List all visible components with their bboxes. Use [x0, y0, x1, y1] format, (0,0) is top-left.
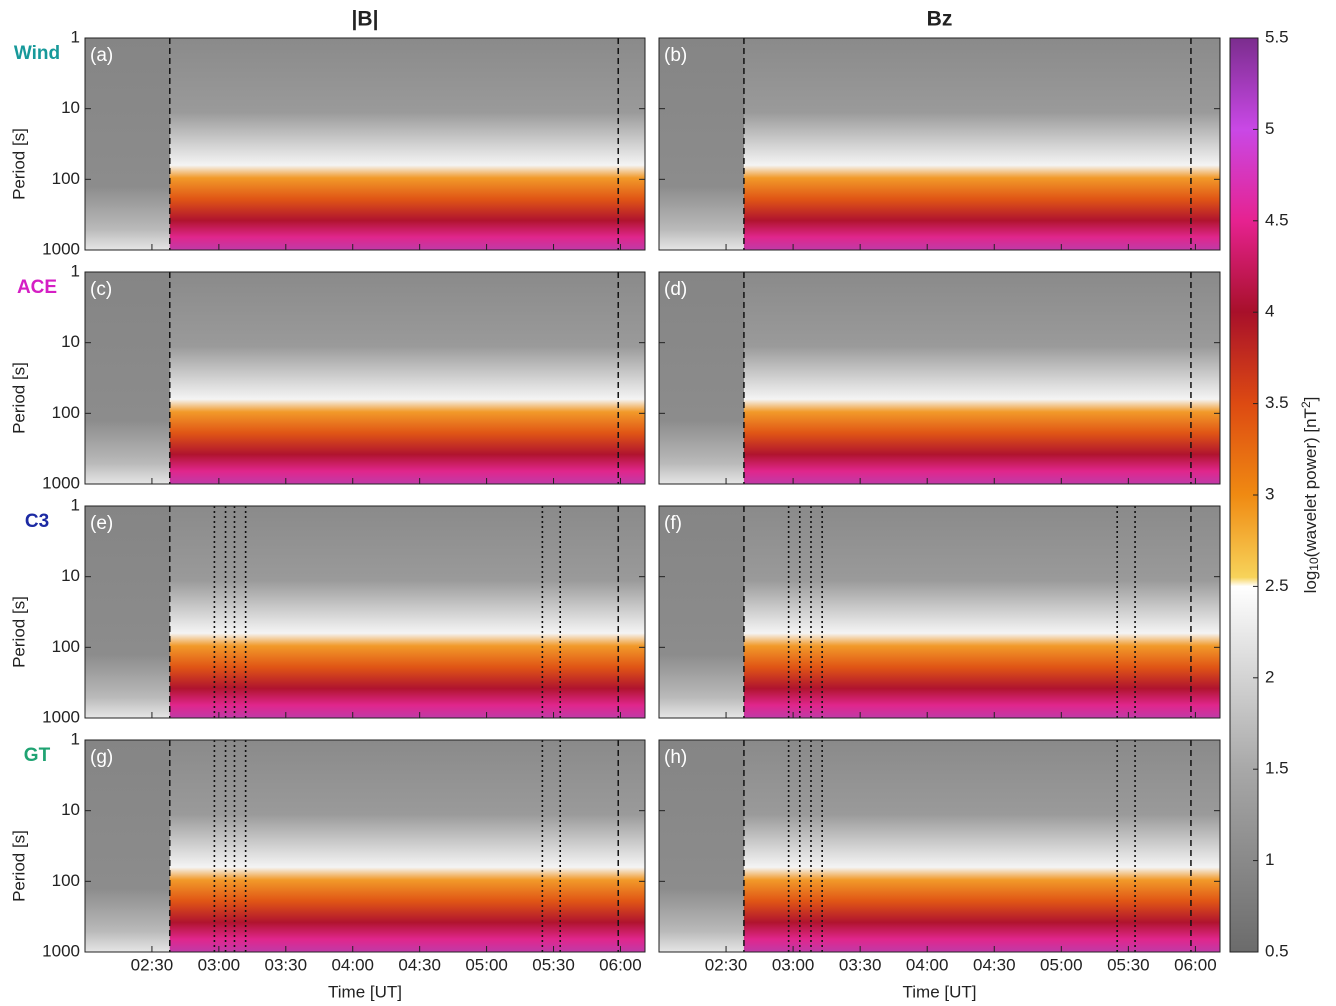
colorbar-tick-label: 3 — [1265, 484, 1274, 503]
y-axis-label: Period [s] — [9, 596, 28, 668]
colorbar-tick-label: 5 — [1265, 119, 1274, 138]
spectrogram — [85, 272, 645, 484]
colorbar-label-part: (wavelet power) [nT — [1301, 408, 1320, 557]
panel-label: (g) — [90, 747, 113, 768]
colorbar-tick-label: 1.5 — [1265, 759, 1289, 778]
x-tick-label: 03:00 — [198, 955, 241, 974]
colorbar-tick-label: 3.5 — [1265, 393, 1289, 412]
panel-frame — [658, 271, 1221, 485]
x-axis-label: Time [UT] — [903, 982, 977, 1001]
x-tick-label: 03:30 — [839, 955, 882, 974]
quiet-interval — [659, 272, 744, 484]
x-tick-label: 02:30 — [705, 955, 748, 974]
x-tick-label: 05:30 — [532, 955, 575, 974]
colorbar-tick-label: 5.5 — [1265, 27, 1289, 46]
x-tick-label: 04:00 — [331, 955, 374, 974]
x-tick-label: 05:00 — [1040, 955, 1083, 974]
x-tick-label: 04:00 — [906, 955, 949, 974]
panel-label: (h) — [664, 747, 687, 768]
panel-frame — [84, 271, 646, 485]
colorbar-tick-label: 2 — [1265, 667, 1274, 686]
y-tick-label: 100 — [52, 403, 80, 422]
y-tick-label: 100 — [52, 871, 80, 890]
y-tick-label: 10 — [61, 332, 80, 351]
row-label: Wind — [14, 43, 60, 64]
y-tick-label: 1000 — [42, 239, 80, 258]
colorbar-tick-label: 4 — [1265, 302, 1274, 321]
y-tick-label: 1 — [71, 729, 80, 748]
panel-frame — [84, 505, 646, 719]
colorbar-label-part: ] — [1301, 397, 1320, 402]
panel-label: (a) — [90, 45, 113, 66]
spectrogram — [659, 38, 1220, 250]
x-tick-label: 03:00 — [772, 955, 815, 974]
panel-label: (c) — [90, 279, 112, 300]
x-tick-label: 02:30 — [131, 955, 174, 974]
y-tick-label: 1 — [71, 495, 80, 514]
panel-frame — [84, 739, 646, 953]
colorbar-label: log10(wavelet power) [nT2] — [1299, 397, 1321, 594]
quiet-interval — [659, 740, 744, 952]
x-tick-label: 04:30 — [973, 955, 1016, 974]
y-tick-label: 10 — [61, 98, 80, 117]
row-label: C3 — [25, 511, 49, 532]
spectrogram — [85, 506, 645, 718]
panel-label: (e) — [90, 513, 113, 534]
x-axis-label: Time [UT] — [328, 982, 402, 1001]
y-tick-label: 100 — [52, 637, 80, 656]
x-tick-label: 04:30 — [398, 955, 441, 974]
column-title: |B| — [352, 8, 379, 31]
x-tick-label: 06:00 — [599, 955, 642, 974]
y-tick-label: 1 — [71, 27, 80, 46]
quiet-interval — [85, 740, 170, 952]
y-tick-label: 10 — [61, 566, 80, 585]
column-title: Bz — [927, 8, 953, 31]
spectrogram — [659, 740, 1220, 952]
y-tick-label: 1000 — [42, 941, 80, 960]
x-tick-label: 03:30 — [265, 955, 308, 974]
panel-label: (f) — [664, 513, 682, 534]
y-axis-label: Period [s] — [9, 362, 28, 434]
panel-frame — [658, 505, 1221, 719]
panel-frame — [658, 739, 1221, 953]
colorbar-tick-label: 2.5 — [1265, 576, 1289, 595]
colorbar-tick-label: 4.5 — [1265, 210, 1289, 229]
colorbar-label-part: 2 — [1299, 401, 1313, 408]
spectrogram — [85, 38, 645, 250]
y-tick-label: 10 — [61, 800, 80, 819]
x-tick-label: 05:00 — [465, 955, 508, 974]
colorbar-tick-label: 1 — [1265, 850, 1274, 869]
spectrogram — [85, 740, 645, 952]
panel-frame — [84, 37, 646, 251]
row-label: GT — [24, 745, 51, 766]
quiet-interval — [85, 38, 170, 250]
y-tick-label: 100 — [52, 169, 80, 188]
x-tick-label: 05:30 — [1107, 955, 1150, 974]
quiet-interval — [85, 506, 170, 718]
colorbar-label-part: log — [1301, 571, 1320, 594]
y-axis-label: Period [s] — [9, 830, 28, 902]
panel-frame — [658, 37, 1221, 251]
y-tick-label: 1000 — [42, 473, 80, 492]
spectrogram — [659, 506, 1220, 718]
quiet-interval — [659, 38, 744, 250]
row-label: ACE — [17, 277, 57, 298]
y-tick-label: 1 — [71, 261, 80, 280]
colorbar-tick-label: 0.5 — [1265, 941, 1289, 960]
panel-label: (b) — [664, 45, 687, 66]
colorbar-label-part: 10 — [1307, 557, 1321, 571]
spectrogram — [659, 272, 1220, 484]
quiet-interval — [85, 272, 170, 484]
quiet-interval — [659, 506, 744, 718]
panel-label: (d) — [664, 279, 687, 300]
y-tick-label: 1000 — [42, 707, 80, 726]
y-axis-label: Period [s] — [9, 128, 28, 200]
x-tick-label: 06:00 — [1174, 955, 1217, 974]
